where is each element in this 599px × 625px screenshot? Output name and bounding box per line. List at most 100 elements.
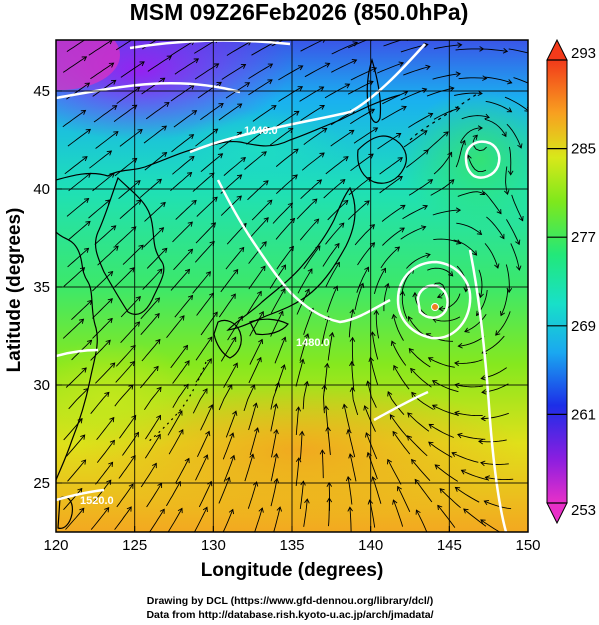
- streamline-arrowhead: [258, 507, 264, 513]
- streamline-arrowhead: [389, 414, 395, 420]
- streamline-arrowhead: [396, 133, 402, 138]
- streamline: [119, 415, 137, 439]
- low-pressure-centers: [431, 303, 439, 311]
- streamline: [223, 455, 235, 482]
- streamline: [485, 100, 512, 113]
- streamline: [299, 86, 324, 102]
- streamline: [172, 221, 193, 243]
- credit-drawing: Drawing by DCL (https://www.gfd-dennou.o…: [147, 595, 433, 607]
- streamline: [192, 388, 208, 414]
- streamline: [323, 385, 326, 414]
- streamline: [218, 384, 233, 411]
- streamline: [274, 337, 286, 364]
- streamline-arrowhead: [138, 244, 144, 250]
- streamline: [510, 243, 520, 271]
- streamline: [481, 412, 509, 420]
- streamline-arrowhead: [297, 86, 304, 92]
- streamline-arrowhead: [325, 426, 331, 432]
- streamline-arrowhead: [113, 131, 119, 137]
- streamline-arrowhead: [478, 292, 484, 299]
- streamline-arrowhead: [371, 476, 377, 482]
- streamline: [432, 380, 459, 393]
- streamline-arrowhead: [443, 131, 449, 137]
- contour-low-inner: [416, 284, 449, 319]
- streamline: [71, 300, 93, 321]
- streamline-arrowhead: [205, 430, 211, 437]
- x-axis-ticks: 120 125 130 135 140 145 150: [43, 526, 541, 554]
- streamline: [270, 382, 280, 410]
- streamline-arrowhead: [304, 498, 310, 504]
- coastline-shikoku: [249, 318, 289, 336]
- streamline: [295, 359, 304, 387]
- streamline-arrowhead: [267, 63, 274, 69]
- streamline: [327, 332, 333, 361]
- streamline-arrowhead: [109, 439, 115, 446]
- streamline-arrowhead: [252, 402, 259, 408]
- streamline-arrowhead: [183, 383, 189, 389]
- streamline: [219, 131, 242, 150]
- streamline-arrowhead: [454, 410, 460, 417]
- streamline-arrowhead: [244, 82, 251, 88]
- streamline-arrowhead: [457, 342, 463, 349]
- streamline-arrowhead: [454, 360, 460, 367]
- streamline: [275, 148, 299, 167]
- streamline-arrowhead: [455, 71, 461, 77]
- contour-1520: [216, 179, 391, 324]
- streamline-arrowhead: [415, 509, 421, 515]
- streamline: [350, 67, 377, 81]
- streamline: [354, 283, 364, 311]
- streamline: [144, 434, 161, 459]
- streamline-arrowhead: [260, 265, 266, 271]
- streamline-arrowhead: [187, 294, 194, 301]
- streamline: [93, 105, 117, 123]
- streamline: [276, 246, 294, 270]
- streamline-arrowhead: [349, 336, 356, 342]
- streamline: [248, 403, 257, 431]
- streamline-arrowhead: [343, 156, 349, 162]
- streamline-arrowhead: [252, 481, 259, 487]
- streamline-arrowhead: [203, 454, 209, 460]
- streamline-arrowhead: [77, 487, 83, 494]
- streamline: [95, 362, 116, 384]
- streamline-arrowhead: [480, 375, 486, 381]
- streamline-arrowhead: [422, 204, 428, 210]
- streamline: [90, 392, 110, 414]
- streamline: [92, 298, 113, 319]
- streamline: [377, 62, 404, 74]
- streamline-arrowhead: [363, 405, 369, 411]
- streamline: [195, 336, 213, 361]
- streamline-arrowhead: [457, 432, 463, 439]
- streamline: [120, 321, 140, 344]
- streamline-arrowhead: [344, 83, 351, 89]
- streamline: [278, 86, 303, 102]
- streamline-arrowhead: [300, 480, 306, 486]
- streamline-arrowhead: [420, 225, 427, 231]
- streamline: [200, 404, 213, 431]
- streamline-arrowhead: [157, 268, 163, 274]
- streamline-arrowhead: [495, 330, 501, 336]
- streamline: [225, 247, 245, 270]
- streamline: [458, 77, 487, 80]
- streamline-arrowhead: [160, 201, 166, 208]
- streamline: [89, 150, 112, 169]
- streamline: [387, 459, 402, 485]
- streamline: [248, 79, 273, 96]
- streamline: [65, 367, 87, 388]
- streamline: [275, 110, 300, 128]
- streamline: [506, 123, 522, 149]
- streamline: [171, 134, 194, 153]
- streamline: [225, 411, 237, 438]
- streamline: [455, 140, 466, 168]
- streamline: [511, 194, 524, 221]
- streamline-arrowhead: [479, 190, 486, 196]
- streamline: [434, 464, 459, 482]
- streamline: [249, 427, 259, 456]
- streamline: [90, 339, 111, 361]
- streamline: [321, 316, 330, 344]
- streamline: [325, 262, 340, 288]
- streamline: [90, 507, 110, 530]
- streamline: [328, 498, 330, 527]
- streamline-arrowhead: [399, 290, 406, 296]
- streamline: [295, 457, 300, 486]
- streamline-arrowhead: [126, 506, 132, 512]
